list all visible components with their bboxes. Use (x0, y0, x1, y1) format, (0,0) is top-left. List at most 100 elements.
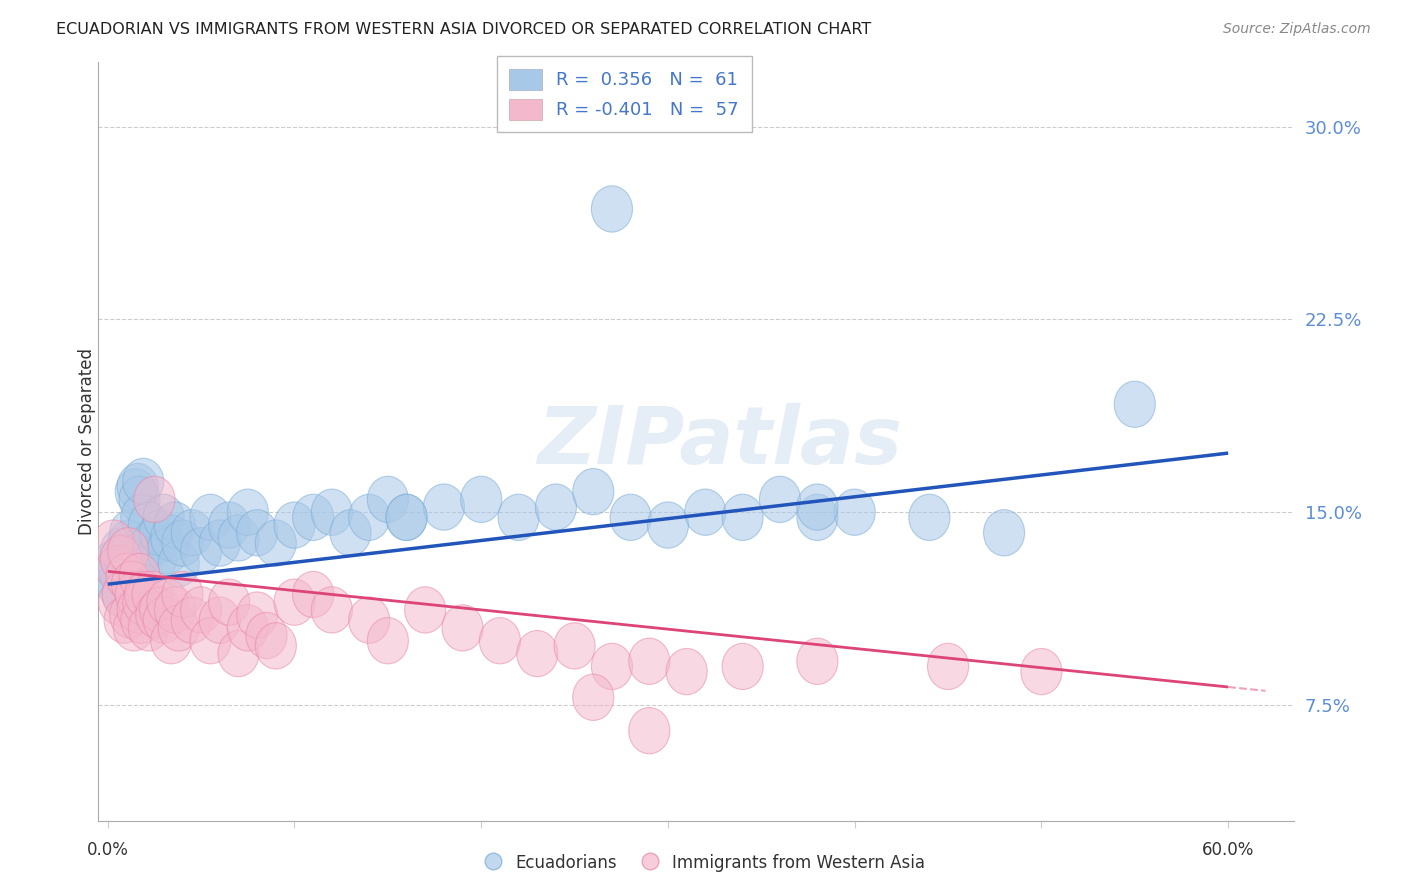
Text: ZIPatlas: ZIPatlas (537, 402, 903, 481)
Ellipse shape (517, 631, 558, 677)
Ellipse shape (93, 520, 134, 566)
Ellipse shape (311, 489, 353, 535)
Ellipse shape (98, 579, 139, 625)
Ellipse shape (274, 579, 315, 625)
Ellipse shape (121, 494, 162, 541)
Ellipse shape (111, 553, 153, 599)
Ellipse shape (139, 509, 180, 556)
Ellipse shape (572, 468, 614, 515)
Ellipse shape (159, 605, 200, 651)
Ellipse shape (441, 605, 484, 651)
Ellipse shape (105, 546, 148, 592)
Ellipse shape (908, 494, 950, 541)
Ellipse shape (172, 509, 212, 556)
Ellipse shape (928, 643, 969, 690)
Ellipse shape (162, 520, 202, 566)
Ellipse shape (128, 502, 169, 549)
Ellipse shape (121, 597, 162, 643)
Ellipse shape (479, 617, 520, 664)
Ellipse shape (100, 528, 142, 574)
Ellipse shape (190, 494, 231, 541)
Ellipse shape (984, 509, 1025, 556)
Ellipse shape (349, 597, 389, 643)
Ellipse shape (367, 476, 408, 523)
Ellipse shape (110, 509, 150, 556)
Ellipse shape (117, 463, 159, 509)
Ellipse shape (103, 572, 143, 617)
Ellipse shape (162, 572, 202, 617)
Ellipse shape (330, 509, 371, 556)
Ellipse shape (423, 484, 464, 530)
Ellipse shape (143, 597, 184, 643)
Ellipse shape (139, 587, 180, 633)
Ellipse shape (536, 484, 576, 530)
Ellipse shape (104, 535, 145, 582)
Ellipse shape (274, 502, 315, 549)
Ellipse shape (405, 587, 446, 633)
Text: 60.0%: 60.0% (1202, 841, 1254, 859)
Ellipse shape (134, 476, 174, 523)
Ellipse shape (387, 494, 427, 541)
Legend: Ecuadorians, Immigrants from Western Asia: Ecuadorians, Immigrants from Western Asi… (474, 847, 932, 879)
Ellipse shape (236, 509, 278, 556)
Ellipse shape (155, 587, 195, 633)
Ellipse shape (125, 572, 166, 617)
Ellipse shape (104, 597, 145, 643)
Ellipse shape (797, 484, 838, 530)
Ellipse shape (628, 707, 669, 754)
Ellipse shape (97, 546, 138, 592)
Ellipse shape (628, 638, 669, 684)
Ellipse shape (110, 592, 150, 638)
Ellipse shape (159, 541, 200, 587)
Ellipse shape (148, 579, 188, 625)
Ellipse shape (108, 520, 149, 566)
Ellipse shape (208, 579, 250, 625)
Ellipse shape (122, 458, 163, 505)
Ellipse shape (111, 561, 153, 607)
Ellipse shape (122, 579, 163, 625)
Ellipse shape (1021, 648, 1062, 695)
Ellipse shape (367, 617, 408, 664)
Ellipse shape (128, 605, 169, 651)
Y-axis label: Divorced or Separated: Divorced or Separated (79, 348, 96, 535)
Ellipse shape (292, 494, 333, 541)
Ellipse shape (180, 587, 222, 633)
Ellipse shape (218, 515, 259, 561)
Ellipse shape (108, 528, 149, 574)
Ellipse shape (98, 546, 139, 592)
Text: Source: ZipAtlas.com: Source: ZipAtlas.com (1223, 22, 1371, 37)
Ellipse shape (387, 494, 427, 541)
Legend: R =  0.356   N =  61, R = -0.401   N =  57: R = 0.356 N = 61, R = -0.401 N = 57 (496, 56, 752, 132)
Ellipse shape (136, 535, 177, 582)
Ellipse shape (1115, 381, 1156, 427)
Ellipse shape (150, 515, 191, 561)
Ellipse shape (132, 572, 173, 617)
Ellipse shape (723, 494, 763, 541)
Ellipse shape (461, 476, 502, 523)
Ellipse shape (572, 674, 614, 721)
Ellipse shape (647, 502, 689, 549)
Ellipse shape (115, 572, 156, 617)
Ellipse shape (103, 572, 143, 617)
Text: ECUADORIAN VS IMMIGRANTS FROM WESTERN ASIA DIVORCED OR SEPARATED CORRELATION CHA: ECUADORIAN VS IMMIGRANTS FROM WESTERN AS… (56, 22, 872, 37)
Ellipse shape (114, 605, 155, 651)
Ellipse shape (93, 541, 134, 587)
Ellipse shape (592, 643, 633, 690)
Ellipse shape (208, 502, 250, 549)
Ellipse shape (292, 572, 333, 617)
Ellipse shape (246, 613, 287, 658)
Ellipse shape (256, 623, 297, 669)
Text: 0.0%: 0.0% (87, 841, 129, 859)
Ellipse shape (218, 631, 259, 677)
Ellipse shape (228, 605, 269, 651)
Ellipse shape (759, 476, 800, 523)
Ellipse shape (200, 597, 240, 643)
Ellipse shape (120, 553, 160, 599)
Ellipse shape (228, 489, 269, 535)
Ellipse shape (172, 597, 212, 643)
Ellipse shape (136, 592, 177, 638)
Ellipse shape (685, 489, 725, 535)
Ellipse shape (94, 553, 136, 599)
Ellipse shape (797, 638, 838, 684)
Ellipse shape (120, 476, 160, 523)
